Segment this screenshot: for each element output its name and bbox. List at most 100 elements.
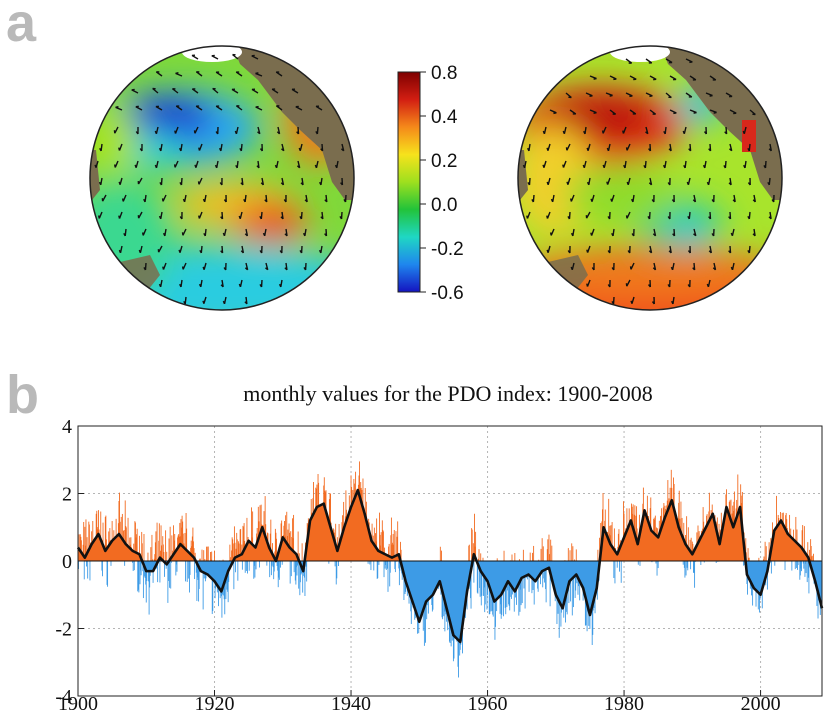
wind-arrow-head bbox=[542, 130, 546, 135]
wind-arrow-head bbox=[590, 232, 593, 236]
wind-arrow-head bbox=[586, 147, 589, 151]
wind-arrow-head bbox=[340, 182, 343, 186]
wind-arrow-head bbox=[234, 130, 238, 135]
wind-arrow-head bbox=[768, 148, 772, 152]
wind-arrow-head bbox=[570, 266, 573, 271]
wind-arrow-head bbox=[139, 148, 143, 152]
wind-arrow-head bbox=[220, 284, 224, 288]
wind-arrow-head bbox=[693, 111, 697, 114]
wind-arrow-head bbox=[256, 165, 260, 169]
wind-arrow-head bbox=[339, 216, 343, 220]
colorbar-tick-label: 0.8 bbox=[431, 63, 457, 84]
wind-arrow-head bbox=[602, 164, 605, 168]
wind-arrow-head bbox=[610, 198, 613, 202]
wind-arrow-head bbox=[627, 250, 631, 254]
wind-arrow-head bbox=[606, 147, 610, 152]
wind-arrow-head bbox=[154, 164, 158, 169]
left-globe-outline bbox=[89, 45, 355, 311]
wind-arrow-head bbox=[752, 233, 756, 237]
wind-arrow-head bbox=[264, 199, 268, 203]
wind-arrow-head bbox=[238, 283, 242, 288]
wind-arrow-head bbox=[553, 112, 557, 115]
wind-arrow-head bbox=[687, 215, 690, 220]
colorbar-tick-label: 0.4 bbox=[431, 107, 458, 128]
wind-arrow-head bbox=[566, 181, 569, 185]
colorbar-tick-label: -0.6 bbox=[431, 283, 464, 304]
wind-arrow-head bbox=[280, 216, 284, 220]
wind-arrow-head bbox=[728, 148, 733, 152]
wind-arrow-head bbox=[158, 215, 162, 220]
wind-arrow-head bbox=[299, 216, 303, 220]
colorbar-bar bbox=[397, 71, 421, 293]
wind-arrow-head bbox=[262, 232, 266, 237]
wind-arrow-head bbox=[121, 198, 124, 202]
right-globe-wind-arrows bbox=[522, 58, 775, 305]
wind-arrow-head bbox=[522, 164, 526, 169]
wind-arrow-head bbox=[567, 216, 571, 220]
wind-arrow-head bbox=[630, 300, 633, 304]
wind-arrow-head bbox=[222, 232, 226, 237]
wind-arrow-head bbox=[651, 199, 655, 203]
wind-arrow-head bbox=[601, 130, 604, 134]
colorbar: 0.8 0.4 0.2 0.0 -0.2 -0.6 bbox=[397, 63, 464, 304]
wind-arrow-head bbox=[667, 284, 671, 288]
wind-arrow-head bbox=[763, 165, 767, 169]
wind-arrow-head bbox=[198, 215, 201, 219]
wind-arrow-head bbox=[647, 284, 651, 288]
y-tick-label: 4 bbox=[62, 416, 72, 438]
right-globe bbox=[517, 45, 783, 311]
wind-arrow-head bbox=[631, 233, 635, 237]
wind-arrow-head bbox=[179, 182, 183, 186]
x-tick-label: 1940 bbox=[331, 693, 371, 711]
chart-title: monthly values for the PDO index: 1900-2… bbox=[243, 381, 652, 406]
wind-arrow-head bbox=[223, 199, 227, 203]
wind-arrow-head bbox=[562, 130, 565, 135]
wind-arrow-head bbox=[280, 182, 284, 186]
wind-arrow-head bbox=[141, 232, 144, 236]
wind-arrow-head bbox=[94, 164, 97, 168]
smoothed-pdo-line bbox=[76, 488, 824, 644]
wind-arrow-head bbox=[240, 250, 244, 254]
wind-arrow-head bbox=[708, 148, 712, 152]
wind-arrow-head bbox=[274, 164, 278, 169]
wind-arrow-head bbox=[648, 182, 652, 186]
wind-arrow-head bbox=[202, 266, 205, 270]
wind-arrow-head bbox=[629, 95, 633, 98]
wind-arrow-head bbox=[586, 283, 589, 287]
x-tick-label: 1900 bbox=[58, 693, 98, 711]
wind-arrow-head bbox=[671, 300, 674, 305]
wind-arrow-head bbox=[238, 215, 241, 220]
wind-arrow-head bbox=[314, 164, 318, 169]
wind-arrow-head bbox=[202, 198, 206, 203]
wind-arrow-head bbox=[255, 72, 259, 75]
wind-arrow-head bbox=[693, 233, 697, 237]
wind-arrow-head bbox=[747, 216, 750, 220]
left-globe bbox=[89, 45, 355, 311]
wind-arrow-head bbox=[550, 198, 554, 203]
wind-arrow-head bbox=[683, 164, 686, 169]
wind-arrow-head bbox=[708, 216, 712, 220]
wind-arrow-head bbox=[302, 232, 306, 237]
wind-arrow-head bbox=[182, 198, 186, 203]
wind-arrow-head bbox=[626, 181, 629, 186]
wind-arrow-head bbox=[334, 164, 338, 169]
wind-arrow-head bbox=[320, 216, 324, 220]
wind-arrow-head bbox=[593, 111, 597, 114]
wind-arrow-head bbox=[752, 199, 756, 203]
wind-arrow-head bbox=[728, 216, 732, 220]
wind-arrow-head bbox=[203, 232, 206, 237]
wind-arrow-head bbox=[281, 148, 285, 152]
wind-arrow-head bbox=[244, 301, 248, 305]
right-globe-outline bbox=[517, 45, 783, 311]
wind-arrow-head bbox=[562, 164, 565, 168]
y-tick-label: -4 bbox=[55, 686, 72, 708]
x-tick-label: 1980 bbox=[604, 693, 644, 711]
wind-arrow-head bbox=[296, 131, 300, 135]
wind-arrow-head bbox=[713, 111, 717, 114]
wind-arrow-head bbox=[732, 199, 736, 203]
wind-arrow-head bbox=[123, 232, 126, 237]
wind-arrow-head bbox=[134, 164, 137, 168]
wind-arrow-head bbox=[527, 147, 530, 152]
wind-arrow-head bbox=[652, 233, 657, 237]
